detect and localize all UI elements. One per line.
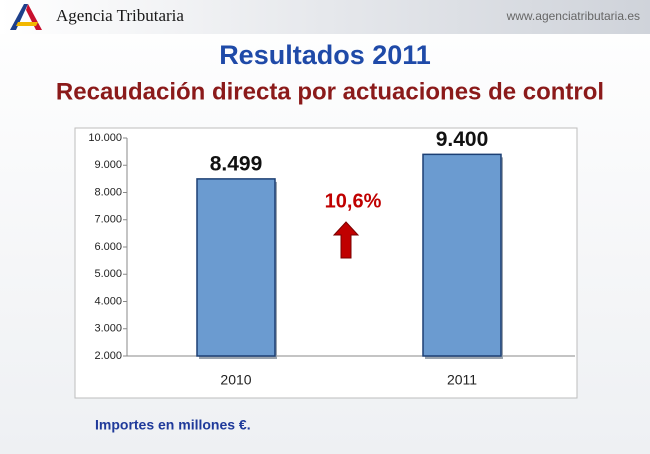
bar [422,153,502,357]
note: Importes en millones €. [95,417,251,433]
y-tick-label: 2.000 [94,350,122,362]
y-tick-label: 3.000 [94,323,122,335]
url: www.agenciatributaria.es [506,9,640,23]
header-bar [0,0,650,34]
x-tick-label: 2010 [220,372,251,388]
y-tick-label: 9.000 [94,159,122,171]
bar [196,178,276,357]
value-label: 9.400 [436,128,489,151]
logo [10,4,42,30]
y-tick-label: 5.000 [94,268,122,280]
y-tick-label: 7.000 [94,214,122,226]
up-arrow [332,221,360,259]
annotation: 10,6% [325,190,382,212]
y-tick-label: 4.000 [94,295,122,307]
chart-title: Resultados 2011 [219,40,431,70]
brand: Agencia Tributaria [56,6,184,25]
value-label: 8.499 [210,152,263,175]
y-tick-label: 8.000 [94,186,122,198]
x-tick-label: 2011 [447,372,477,388]
y-tick-label: 6.000 [94,241,122,253]
y-tick-label: 10.000 [88,132,122,144]
chart-subtitle: Recaudación directa por actuaciones de c… [56,78,604,105]
